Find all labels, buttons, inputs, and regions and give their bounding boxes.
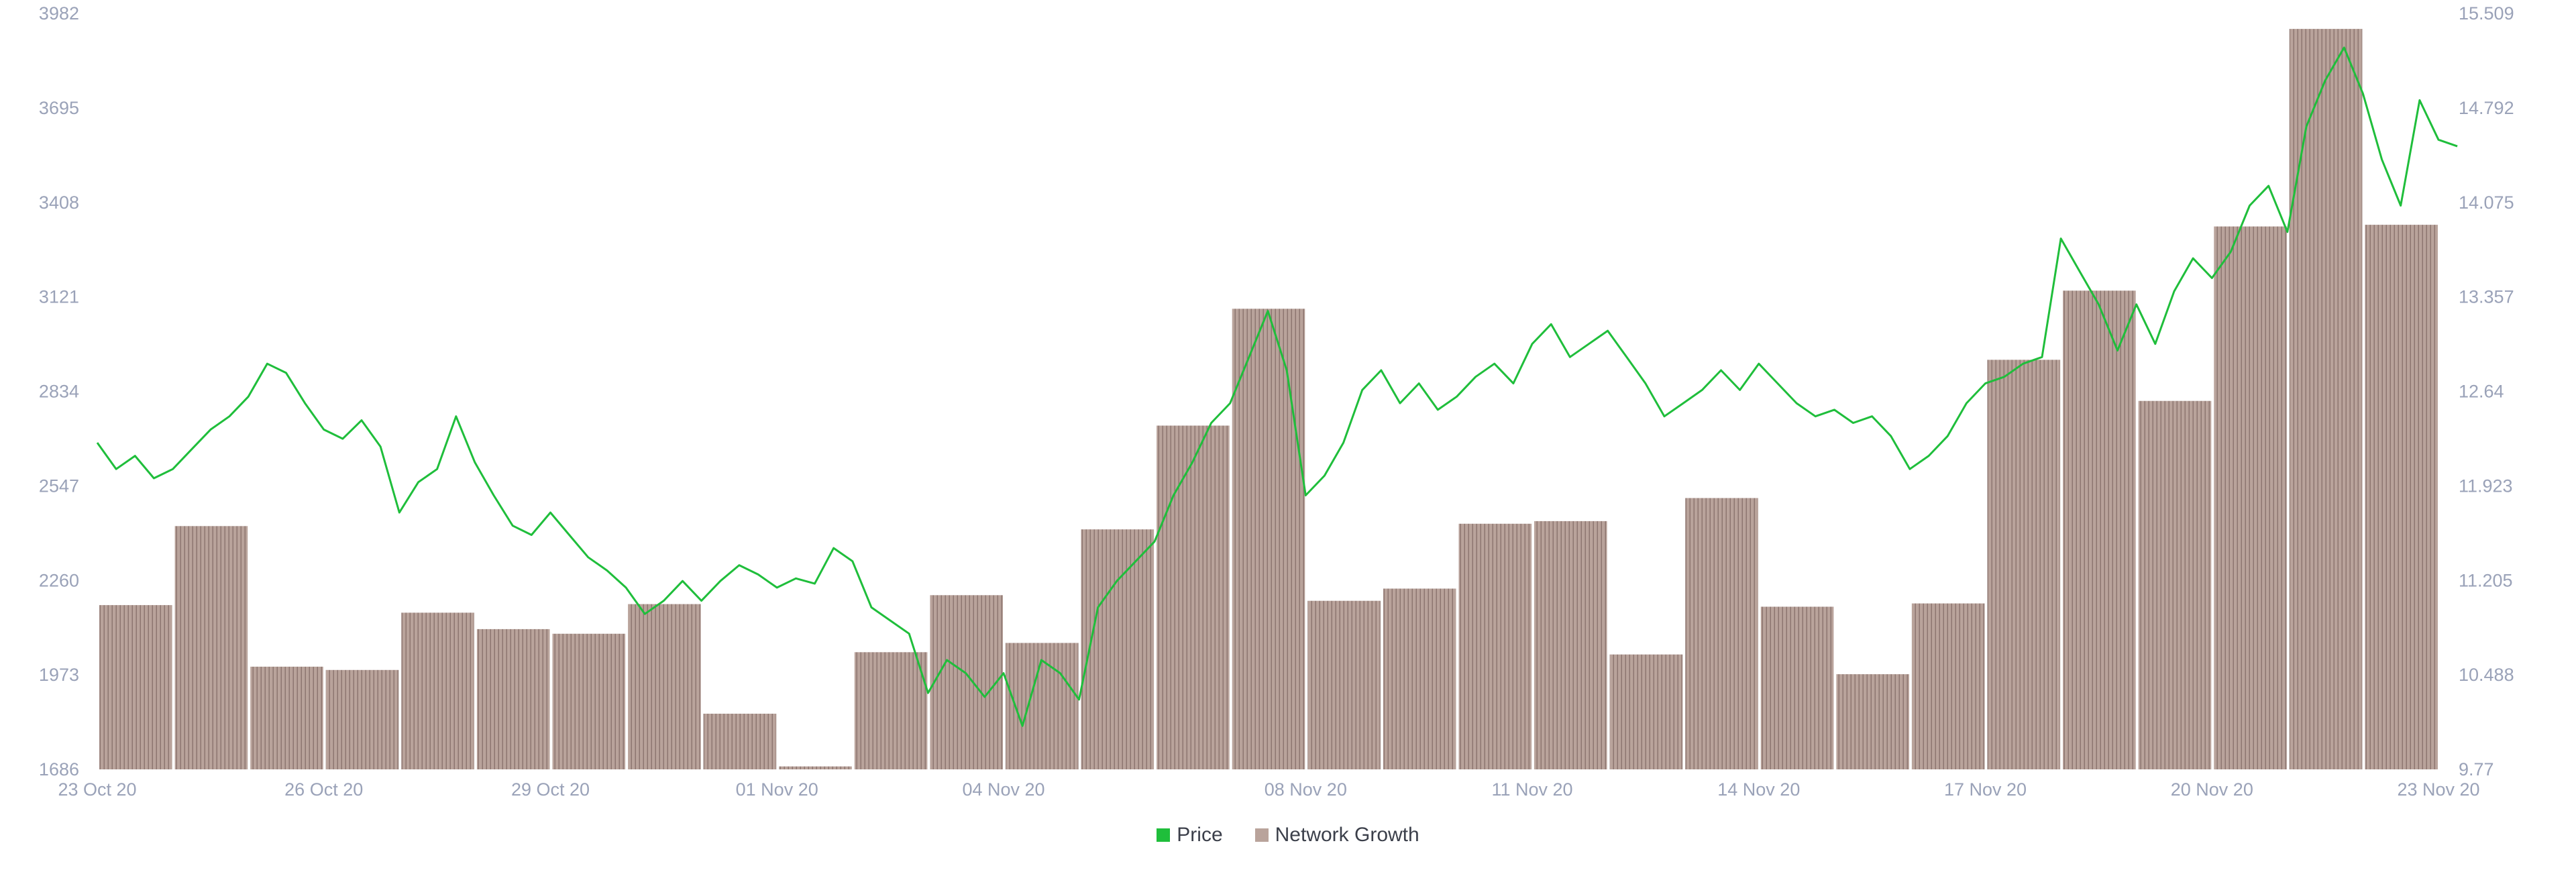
legend-swatch-network-growth [1254, 828, 1269, 842]
network-growth-bar [1307, 600, 1381, 769]
network-growth-bar [2365, 225, 2438, 770]
x-axis-tick-label: 23 Oct 20 [58, 779, 136, 800]
left-axis-tick-label: 1686 [39, 759, 79, 779]
left-axis-tick-label: 3408 [39, 193, 79, 213]
network-growth-bar [99, 605, 172, 769]
network-growth-bar [2214, 226, 2287, 770]
right-axis-tick-label: 9.77 [2459, 759, 2494, 779]
right-axis-tick-label: 11.923 [2459, 476, 2513, 496]
network-growth-bar [1383, 588, 1456, 769]
left-axis-tick-label: 1973 [39, 665, 79, 685]
network-growth-bar [552, 633, 626, 769]
left-axis-tick-label: 3695 [39, 98, 79, 118]
network-growth-bar [1987, 360, 2061, 769]
legend-label-network-growth: Network Growth [1275, 824, 1419, 846]
right-axis-ticks: 15.509 14.792 14.075 13.357 12.64 11.923 11.20… [2459, 3, 2514, 779]
x-axis-tick-label: 29 Oct 20 [511, 779, 590, 800]
right-axis-tick-label: 14.792 [2459, 98, 2514, 118]
network-growth-bar [1006, 643, 1079, 769]
network-growth-bars [99, 29, 2438, 770]
right-axis-tick-label: 11.205 [2459, 570, 2513, 590]
network-growth-bar [2063, 290, 2136, 769]
x-axis-tick-label: 20 Nov 20 [2171, 779, 2253, 800]
network-growth-bar [250, 666, 323, 769]
left-axis-tick-label: 3121 [39, 287, 79, 307]
network-growth-bar [1836, 674, 1909, 769]
x-axis-ticks: 23 Oct 20 26 Oct 20 29 Oct 20 01 Nov 20 04 N… [58, 779, 2479, 800]
network-growth-bar [325, 669, 399, 769]
legend-swatch-price [1157, 828, 1171, 842]
right-axis-tick-label: 13.357 [2459, 287, 2514, 307]
network-growth-bar [1081, 529, 1155, 769]
legend-item-network-growth[interactable]: Network Growth [1254, 824, 1419, 847]
network-growth-bar [930, 595, 1003, 769]
network-growth-bar [1458, 523, 1532, 769]
right-axis-tick-label: 15.509 [2459, 3, 2514, 23]
left-axis-ticks: 3982 3695 3408 3121 2834 2547 2260 1973 1686 [39, 3, 79, 779]
network-growth-bar [1232, 309, 1305, 769]
left-axis-tick-label: 2260 [39, 570, 79, 590]
network-growth-bar [2289, 29, 2363, 770]
network-growth-bar [779, 766, 852, 769]
x-axis-tick-label: 04 Nov 20 [962, 779, 1044, 800]
network-growth-bar [1911, 603, 1985, 769]
network-growth-bar [2138, 400, 2212, 769]
network-growth-bar [1534, 521, 1607, 769]
x-axis-tick-label: 14 Nov 20 [1717, 779, 1800, 800]
network-growth-bar [174, 526, 248, 769]
legend-item-price[interactable]: Price [1157, 824, 1223, 847]
network-growth-bar [1760, 606, 1834, 769]
x-axis-tick-label: 01 Nov 20 [736, 779, 818, 800]
network-growth-bar [1157, 425, 1230, 769]
right-axis-tick-label: 10.488 [2459, 665, 2514, 685]
network-growth-bar [1609, 654, 1683, 769]
x-axis-tick-label: 26 Oct 20 [284, 779, 363, 800]
right-axis-tick-label: 14.075 [2459, 193, 2514, 213]
x-axis-tick-label: 11 Nov 20 [1491, 779, 1572, 800]
legend: Price Network Growth [0, 824, 2576, 847]
left-axis-tick-label: 2547 [39, 476, 79, 496]
price-line [96, 46, 2458, 727]
legend-label-price: Price [1177, 824, 1223, 846]
network-growth-bar [628, 604, 701, 769]
network-growth-bar [1685, 498, 1758, 769]
network-growth-bar [703, 714, 777, 769]
right-axis-tick-label: 12.64 [2459, 382, 2504, 402]
network-growth-bar [476, 629, 550, 769]
x-axis-tick-label: 17 Nov 20 [1944, 779, 2027, 800]
x-axis-tick-label: 23 Nov 20 [2397, 779, 2479, 800]
left-axis-tick-label: 2834 [39, 382, 79, 402]
network-growth-bar [401, 612, 474, 769]
x-axis-tick-label: 08 Nov 20 [1265, 779, 1347, 800]
network-growth-bar [854, 652, 928, 769]
left-axis-tick-label: 3982 [39, 3, 79, 23]
